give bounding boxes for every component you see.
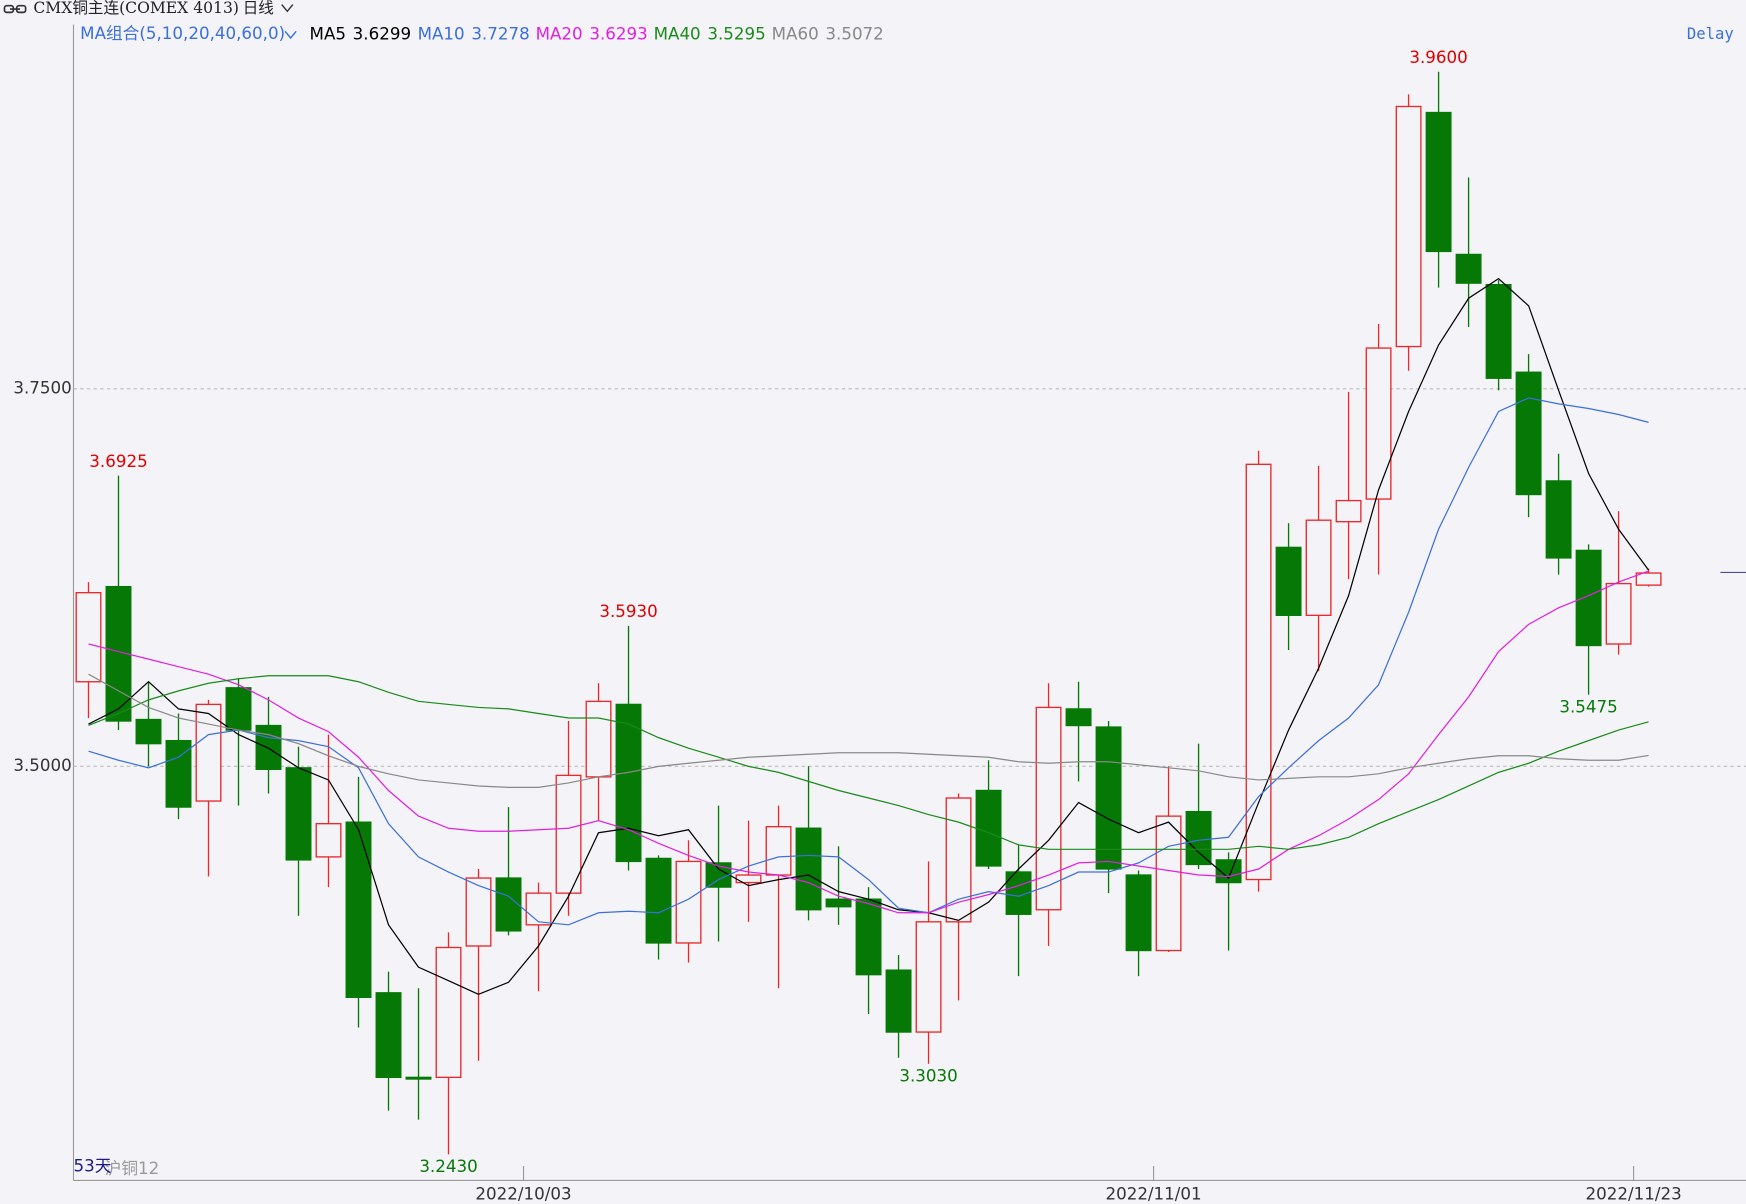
candle-body xyxy=(465,877,492,947)
y-tick-label: 3.5000 xyxy=(13,755,71,775)
x-tick-label: 2022/11/23 xyxy=(1586,1183,1682,1203)
candle-body xyxy=(1095,726,1122,870)
candle-body xyxy=(1455,253,1482,284)
candle-body xyxy=(885,969,912,1033)
candle-body xyxy=(1485,283,1512,379)
low-label: 3.2430 xyxy=(419,1156,477,1176)
delay-status: Delay xyxy=(1687,25,1734,43)
legend-entry: MA5 3.6299 xyxy=(310,23,412,43)
candle-body xyxy=(945,797,972,923)
x-tick-label: 2022/10/03 xyxy=(475,1183,571,1203)
candle-body xyxy=(1035,706,1062,911)
candle-body xyxy=(1065,708,1092,727)
legend-value: 3.5295 xyxy=(707,23,765,43)
candle-body xyxy=(375,992,402,1079)
candle-body xyxy=(225,687,252,731)
ma-line xyxy=(88,570,1649,914)
contract-label: 沪铜12 xyxy=(105,1158,160,1178)
candle-body xyxy=(525,892,552,926)
candle-body xyxy=(135,718,162,745)
candle-body xyxy=(1305,519,1332,616)
candle-body xyxy=(975,789,1002,867)
high-label: 3.6925 xyxy=(89,451,147,471)
candle-body xyxy=(195,703,222,802)
days-label: 53天 xyxy=(73,1156,111,1176)
candle-body xyxy=(405,1076,432,1080)
candle-body xyxy=(1155,815,1182,952)
candle-body xyxy=(1635,572,1662,586)
candle-body xyxy=(1575,549,1602,647)
ma-line xyxy=(88,675,1649,850)
period-selector[interactable]: 日线 xyxy=(243,0,274,17)
legend-name: MA40 xyxy=(654,23,701,43)
candle-body xyxy=(435,946,462,1079)
candle-body xyxy=(1185,810,1212,866)
low-label: 3.3030 xyxy=(899,1066,957,1086)
high-label: 3.9600 xyxy=(1409,47,1467,67)
high-label: 3.5930 xyxy=(599,601,657,621)
candle-body xyxy=(855,898,882,976)
candle-body xyxy=(825,898,852,908)
candle-body xyxy=(1605,582,1632,645)
candle-body xyxy=(645,857,672,944)
candle-body xyxy=(1515,371,1542,496)
legend-entry: MA20 3.6293 xyxy=(536,23,648,43)
candle-body xyxy=(1275,546,1302,616)
candle-body xyxy=(705,862,732,888)
candle-body xyxy=(345,821,372,998)
x-tick-label: 2022/11/01 xyxy=(1105,1183,1201,1203)
candle-body xyxy=(585,700,612,778)
ma-line xyxy=(88,397,1649,926)
symbol-title: CMX铜主连(COMEX 4013) xyxy=(33,0,239,17)
candle-body xyxy=(615,703,642,863)
legend-entry: MA10 3.7278 xyxy=(418,23,530,43)
candle-body xyxy=(1245,463,1272,881)
ma-line xyxy=(88,277,1650,995)
candle-body xyxy=(1395,105,1422,348)
legend-name: MA60 xyxy=(772,23,819,43)
candle-body xyxy=(555,774,582,894)
ma-selector[interactable]: MA组合(5,10,20,40,60,0) xyxy=(80,23,285,43)
legend-value: 3.5072 xyxy=(825,23,883,43)
legend-entry: MA60 3.5072 xyxy=(772,23,884,43)
legend-entry: MA40 3.5295 xyxy=(654,23,766,43)
candle-body xyxy=(1365,347,1392,500)
candle-body xyxy=(675,860,702,944)
link-icon xyxy=(3,4,27,14)
candle-body xyxy=(285,767,312,861)
candle-body xyxy=(1425,111,1452,253)
legend-value: 3.6293 xyxy=(589,23,647,43)
candle-body xyxy=(795,827,822,911)
candle-body xyxy=(75,591,102,683)
candle-body xyxy=(1125,874,1152,952)
y-tick-label: 3.7500 xyxy=(13,377,71,397)
legend-name: MA10 xyxy=(418,23,465,43)
candle-body xyxy=(1545,480,1572,559)
candle-body xyxy=(915,921,942,1033)
candle-body xyxy=(1215,859,1242,884)
low-label: 3.5475 xyxy=(1559,696,1617,716)
candle-body xyxy=(765,826,792,876)
legend-name: MA5 xyxy=(310,23,346,43)
ma-line xyxy=(88,673,1649,789)
legend-name: MA20 xyxy=(536,23,583,43)
period-chevron[interactable] xyxy=(281,4,294,13)
candle-body xyxy=(255,724,282,770)
candle-body xyxy=(1335,499,1362,523)
legend-value: 3.7278 xyxy=(471,23,529,43)
candle-body xyxy=(495,877,522,932)
legend-value: 3.6299 xyxy=(353,23,411,43)
ma-chevron[interactable] xyxy=(284,30,297,40)
candle-body xyxy=(315,823,342,858)
